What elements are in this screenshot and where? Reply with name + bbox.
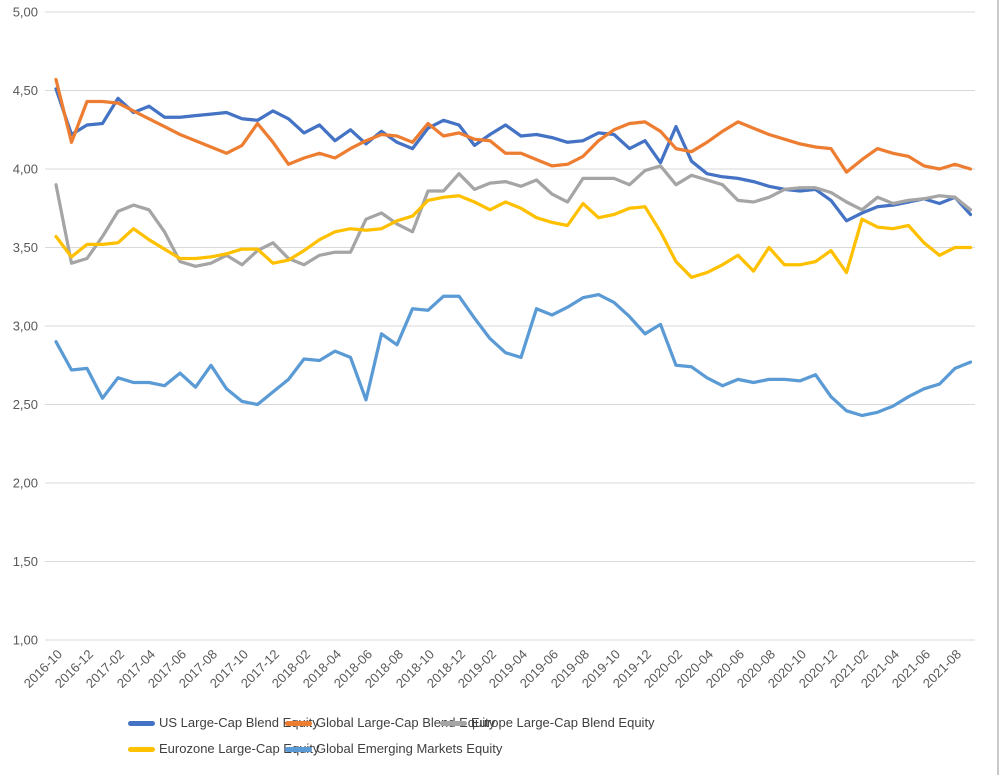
series-line-global xyxy=(54,77,973,174)
y-axis: 5,00 4,50 4,00 3,50 3,00 2,50 2,00 1,50 1,00 xyxy=(13,5,38,648)
legend-swatch-us xyxy=(128,720,155,726)
line-chart-svg: 5,00 4,50 4,00 3,50 3,00 2,50 2,00 1,50 1,00 201… xyxy=(13,5,975,691)
legend-swatch-europe xyxy=(440,720,467,726)
legend-label-us: US Large-Cap Blend Equity xyxy=(159,715,319,730)
legend-swatch-em xyxy=(285,746,312,752)
legend-item-us: US Large-Cap Blend Equity xyxy=(128,716,319,730)
window-edge xyxy=(997,0,999,775)
legend-item-europe: Europe Large-Cap Blend Equity xyxy=(440,716,655,730)
legend-label-europe: Europe Large-Cap Blend Equity xyxy=(471,715,655,730)
y-axis-label: 4,50 xyxy=(13,83,38,98)
legend-swatch-eurozone xyxy=(128,746,155,752)
series-line-europe xyxy=(54,164,973,268)
series-line-eurozone xyxy=(54,194,973,279)
y-axis-label: 2,50 xyxy=(13,397,38,412)
legend-item-eurozone: Eurozone Large-Cap Equity xyxy=(128,742,319,756)
legend-label-eurozone: Eurozone Large-Cap Equity xyxy=(159,741,320,756)
series-lines xyxy=(54,77,973,418)
y-axis-label: 3,00 xyxy=(13,319,38,334)
legend-label-em: Global Emerging Markets Equity xyxy=(316,741,503,756)
y-axis-label: 2,00 xyxy=(13,476,38,491)
legend-label-global: Global Large-Cap Blend Equity xyxy=(316,715,496,730)
legend-item-global: Global Large-Cap Blend Equity xyxy=(285,716,495,730)
legend-swatch-global xyxy=(285,720,312,726)
y-axis-label: 4,00 xyxy=(13,162,38,177)
y-axis-label: 5,00 xyxy=(13,5,38,20)
gridlines xyxy=(45,11,975,641)
y-axis-label: 1,00 xyxy=(13,633,38,648)
y-axis-label: 1,50 xyxy=(13,554,38,569)
legend-item-em: Global Emerging Markets Equity xyxy=(285,742,502,756)
x-axis: 2016-102016-122017-022017-042017-062017-… xyxy=(21,647,964,691)
y-axis-label: 3,50 xyxy=(13,240,38,255)
series-line-em xyxy=(54,292,973,418)
series-line-us xyxy=(54,87,973,223)
